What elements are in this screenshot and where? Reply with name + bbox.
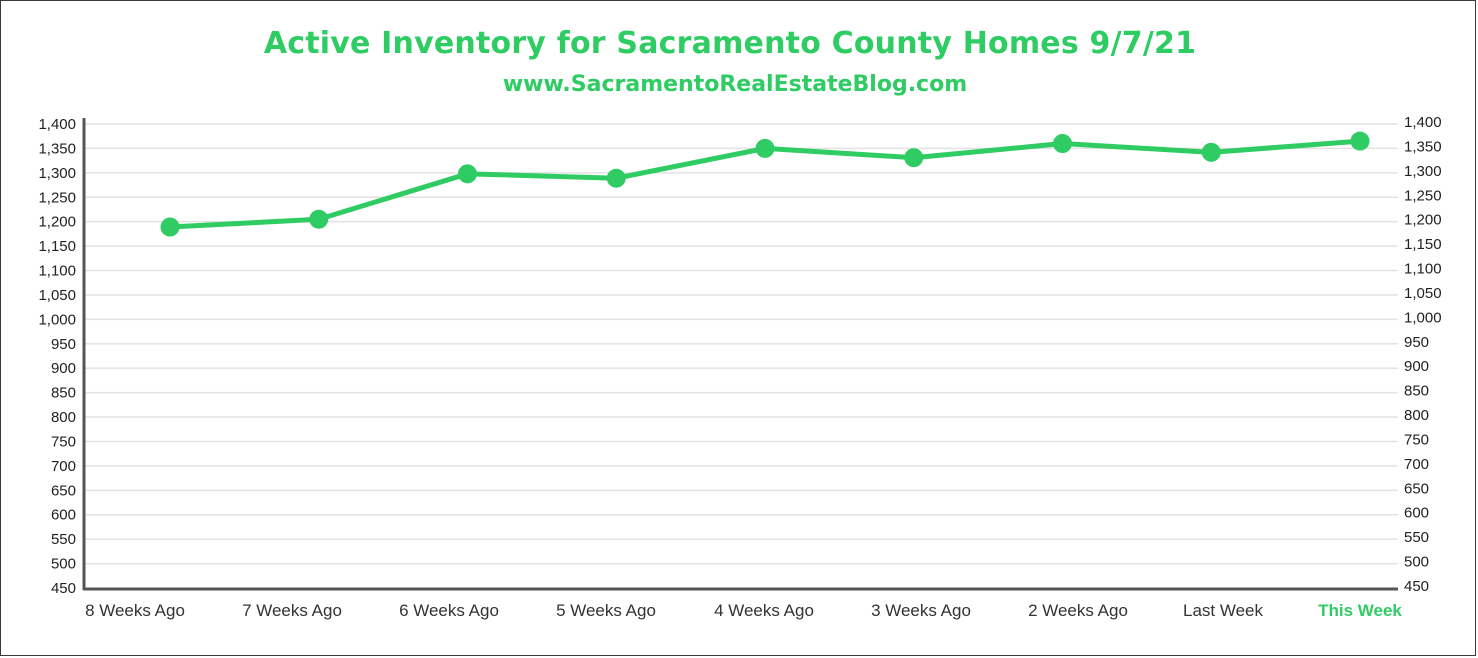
y-tick-label-left: 1,100 — [38, 263, 76, 280]
y-tick-label-right: 1,300 — [1404, 163, 1442, 180]
x-tick-label: 3 Weeks Ago — [871, 601, 971, 620]
data-point — [160, 217, 180, 237]
y-tick-label-left: 900 — [51, 360, 76, 377]
y-tick-label-left: 750 — [51, 433, 76, 450]
x-tick-label: 6 Weeks Ago — [399, 601, 499, 620]
y-tick-label-left: 500 — [51, 556, 76, 573]
y-tick-label-right: 900 — [1404, 358, 1429, 375]
y-tick-label-right: 1,400 — [1404, 114, 1442, 131]
data-point — [1201, 142, 1221, 162]
y-tick-label-left: 450 — [51, 580, 76, 597]
y-tick-label-left: 950 — [51, 336, 76, 353]
y-tick-label-right: 750 — [1404, 431, 1429, 448]
y-tick-label-left: 650 — [51, 482, 76, 499]
data-point — [458, 164, 477, 184]
y-tick-label-left: 1,350 — [38, 140, 76, 157]
y-tick-label-left: 600 — [51, 507, 76, 524]
y-tick-label-right: 1,200 — [1404, 212, 1442, 229]
gridlines — [84, 123, 1398, 565]
y-tick-label-right: 850 — [1404, 383, 1429, 400]
y-tick-label-right: 1,250 — [1404, 187, 1442, 204]
x-axis: 8 Weeks Ago 7 Weeks Ago 6 Weeks Ago 5 Weeks… — [83, 587, 1402, 620]
x-tick-label: This Week — [1318, 601, 1402, 620]
x-tick-label: 8 Weeks Ago — [85, 601, 185, 620]
y-tick-label-left: 1,200 — [38, 214, 76, 231]
y-tick-label-right: 1,150 — [1404, 236, 1442, 253]
right-y-axis: 450 500 550 600 650 700 750 800 850 900 950 1,000 1,… — [1404, 114, 1442, 595]
data-point — [755, 138, 775, 158]
y-tick-label-left: 1,050 — [38, 287, 76, 304]
data-point — [309, 209, 329, 229]
y-tick-label-right: 1,050 — [1404, 285, 1442, 302]
left-y-axis: 450 500 550 600 650 700 750 800 850 900 950 1,000 1,… — [38, 116, 86, 597]
y-tick-label-left: 1,400 — [38, 116, 76, 133]
y-tick-label-right: 600 — [1404, 505, 1429, 522]
y-tick-label-left: 1,000 — [38, 311, 76, 328]
x-tick-label: 5 Weeks Ago — [556, 601, 656, 620]
y-tick-label-right: 650 — [1404, 480, 1429, 497]
y-tick-label-right: 1,350 — [1404, 138, 1442, 155]
data-point — [1350, 131, 1370, 151]
y-tick-label-right: 550 — [1404, 529, 1429, 546]
data-point — [904, 148, 924, 168]
y-tick-label-left: 1,150 — [38, 238, 76, 255]
chart-title: Active Inventory for Sacramento County H… — [263, 26, 1197, 61]
y-tick-label-right: 1,000 — [1404, 309, 1442, 326]
data-point — [606, 168, 626, 188]
data-point — [1053, 134, 1072, 154]
series-line — [160, 131, 1370, 237]
y-tick-label-right: 1,100 — [1404, 261, 1442, 278]
y-tick-label-left: 800 — [51, 409, 76, 426]
y-tick-label-left: 850 — [51, 385, 76, 402]
y-tick-label-right: 950 — [1404, 334, 1429, 351]
y-tick-label-left: 1,250 — [38, 189, 76, 206]
y-tick-label-right: 450 — [1404, 578, 1429, 595]
y-tick-label-right: 700 — [1404, 456, 1429, 473]
y-tick-label-right: 800 — [1404, 407, 1429, 424]
y-tick-label-left: 550 — [51, 531, 76, 548]
x-tick-label: 2 Weeks Ago — [1028, 601, 1128, 620]
y-tick-label-left: 700 — [51, 458, 76, 475]
y-tick-label-left: 1,300 — [38, 165, 76, 182]
x-tick-label: 4 Weeks Ago — [714, 601, 814, 620]
y-tick-label-right: 500 — [1404, 554, 1429, 571]
x-tick-label: 7 Weeks Ago — [242, 601, 342, 620]
chart-subtitle: www.SacramentoRealEstateBlog.com — [502, 72, 968, 97]
x-tick-label: Last Week — [1183, 601, 1264, 620]
